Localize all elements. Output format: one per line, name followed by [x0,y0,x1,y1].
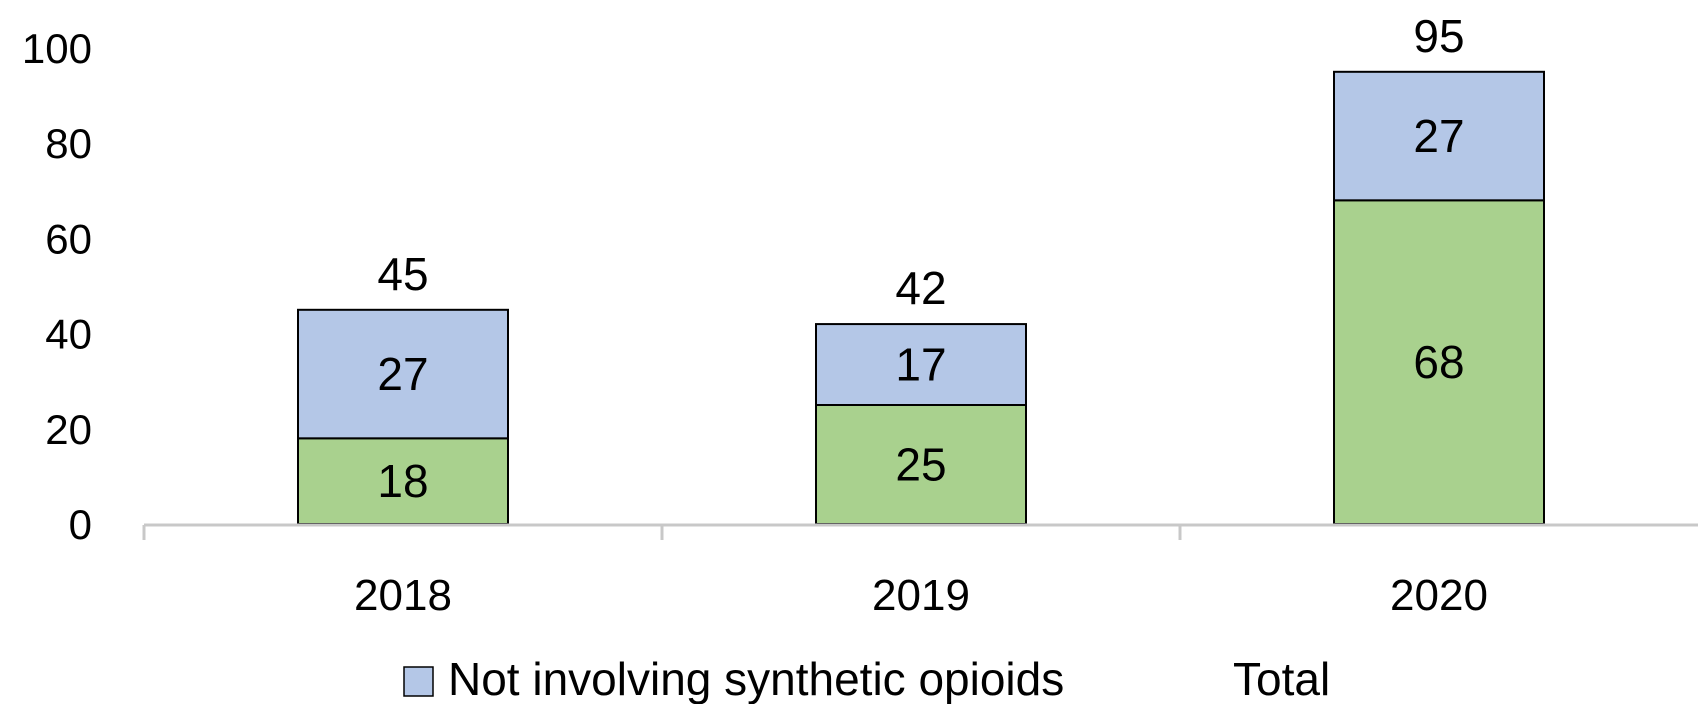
y-tick-label: 0 [69,501,92,548]
x-axis: 2018 2019 2020 [142,523,1698,620]
bar-total-label: 95 [1413,10,1464,62]
y-tick-label: 100 [22,25,92,72]
legend-label-not-involving: Not involving synthetic opioids [448,653,1064,704]
x-category-label: 2019 [872,571,970,620]
bar-data-label: 25 [895,439,946,491]
bars-group: 18 27 45 25 17 42 68 27 95 [297,10,1545,526]
y-tick-label: 80 [45,120,92,167]
bar-total-label: 42 [895,262,946,314]
bar-data-label: 17 [895,339,946,391]
bar-segment-upper-2020 [1333,70,1545,202]
bar-segment-lower-2020 [1333,199,1545,525]
y-tick-label: 20 [45,406,92,453]
bar-data-label: 27 [377,348,428,400]
bar-segment-upper-2019 [815,323,1027,406]
y-tick-label: 40 [45,311,92,358]
legend-label-total: Total [1233,653,1330,704]
y-tick-label: 60 [45,215,92,262]
legend-swatch-not-involving [403,666,434,697]
bar-data-label: 68 [1413,336,1464,388]
bar-total-label: 45 [377,248,428,300]
bar-data-label: 27 [1413,110,1464,162]
y-axis-ticks: 0 20 40 60 80 100 [22,25,92,548]
bar-segment-lower-2018 [297,437,509,526]
bar-segment-upper-2018 [297,308,509,440]
x-category-label: 2020 [1390,571,1488,620]
legend: Not involving synthetic opioids Total [403,653,1330,705]
x-category-label: 2018 [354,571,452,620]
bar-data-label: 18 [377,455,428,507]
